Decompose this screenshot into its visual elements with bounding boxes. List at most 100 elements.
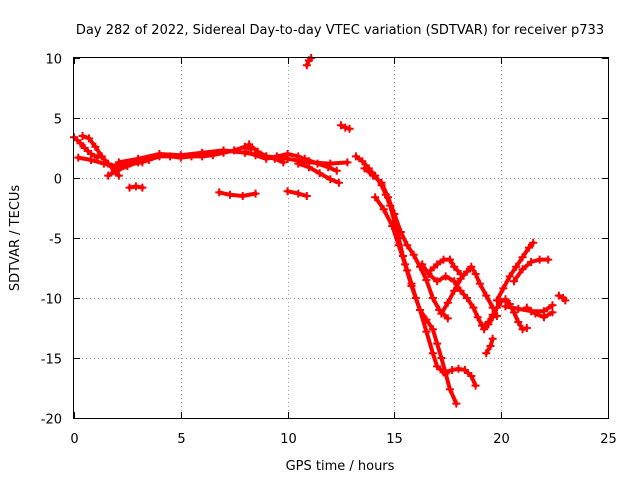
data-point: [548, 308, 557, 317]
data-point: [450, 286, 459, 295]
data-point: [84, 134, 93, 143]
data-point: [471, 270, 480, 278]
data-point: [345, 124, 354, 133]
data-point: [454, 364, 463, 373]
data-point: [294, 152, 303, 161]
data-point: [407, 282, 416, 290]
data-point: [463, 267, 472, 276]
axis-ticks: [74, 58, 609, 419]
data-point: [131, 182, 140, 191]
grid-lines: [74, 58, 608, 418]
x-tick-label: 20: [493, 432, 510, 447]
data-point: [337, 121, 345, 130]
data-point: [452, 399, 461, 408]
series-track-21: [492, 238, 538, 305]
data-point: [450, 277, 459, 286]
data-point: [78, 132, 87, 140]
series-track-22: [510, 255, 553, 286]
data-point: [304, 163, 313, 172]
data-point: [433, 260, 442, 269]
data-point: [91, 142, 100, 151]
x-axis-tick-labels: 0 5 10 15 20 25: [70, 432, 616, 447]
data-point: [484, 318, 493, 326]
data-point: [482, 291, 491, 300]
data-point: [240, 147, 249, 156]
data-point: [377, 178, 386, 187]
data-point: [371, 193, 380, 202]
data-traces: [70, 54, 570, 408]
data-point: [294, 189, 303, 198]
y-tick-label: -10: [41, 293, 62, 308]
data-point: [512, 262, 521, 271]
data-point: [219, 146, 228, 155]
series-track-18: [418, 260, 531, 334]
data-point: [443, 314, 452, 323]
data-point: [388, 222, 397, 230]
series-track-17: [371, 193, 480, 390]
data-point: [302, 61, 311, 70]
data-point: [441, 272, 450, 281]
data-point: [480, 325, 489, 334]
data-point: [443, 298, 452, 307]
x-tick-label: 5: [177, 432, 185, 447]
data-point: [245, 140, 254, 149]
data-point: [488, 334, 497, 343]
data-point: [302, 192, 311, 200]
series-track-8: [283, 187, 311, 200]
data-point: [270, 154, 279, 163]
data-point: [514, 318, 523, 326]
data-point: [475, 279, 484, 288]
data-point: [524, 243, 533, 252]
data-point: [360, 164, 369, 173]
data-point: [544, 255, 553, 264]
plot-frame: [73, 57, 609, 419]
x-tick-label: 15: [386, 432, 403, 447]
y-tick-label: -20: [41, 413, 62, 428]
data-point: [501, 295, 510, 304]
data-point: [332, 166, 341, 175]
series-line: [302, 156, 339, 173]
data-point: [428, 349, 437, 358]
data-point: [510, 277, 519, 286]
data-point: [518, 253, 527, 262]
data-point: [198, 148, 207, 157]
series-track-26: [482, 334, 497, 358]
y-axis-label: SDTVAR / TECUs: [8, 185, 23, 292]
data-point: [445, 385, 454, 394]
data-point: [527, 258, 536, 266]
series-line: [524, 305, 555, 320]
data-point: [394, 241, 403, 250]
data-point: [529, 238, 538, 247]
data-point: [351, 152, 360, 161]
data-point: [379, 205, 388, 214]
data-point: [396, 228, 405, 236]
series-line: [362, 166, 450, 321]
x-tick-label: 0: [70, 432, 78, 447]
x-tick-label: 10: [280, 432, 297, 447]
data-point: [125, 183, 134, 192]
data-point: [433, 362, 442, 371]
data-point: [343, 158, 352, 167]
chart-title: Day 282 of 2022, Sidereal Day-to-day VTE…: [76, 23, 604, 38]
series-line: [439, 264, 499, 318]
y-tick-label: -15: [41, 353, 62, 368]
data-point: [358, 157, 367, 166]
series-track-16: [360, 164, 452, 323]
data-point: [471, 381, 480, 390]
data-point: [114, 171, 123, 180]
data-point: [279, 158, 288, 167]
data-point: [488, 310, 497, 319]
series-track-20: [426, 255, 465, 278]
data-point: [561, 296, 570, 305]
data-point: [522, 303, 531, 312]
data-point: [539, 313, 548, 322]
series-track-13: [302, 54, 316, 70]
data-point: [283, 187, 292, 196]
data-point: [467, 372, 476, 380]
data-point: [313, 159, 322, 168]
data-point: [215, 188, 224, 197]
data-point: [448, 366, 457, 374]
data-point: [300, 154, 309, 163]
data-point: [418, 260, 427, 269]
